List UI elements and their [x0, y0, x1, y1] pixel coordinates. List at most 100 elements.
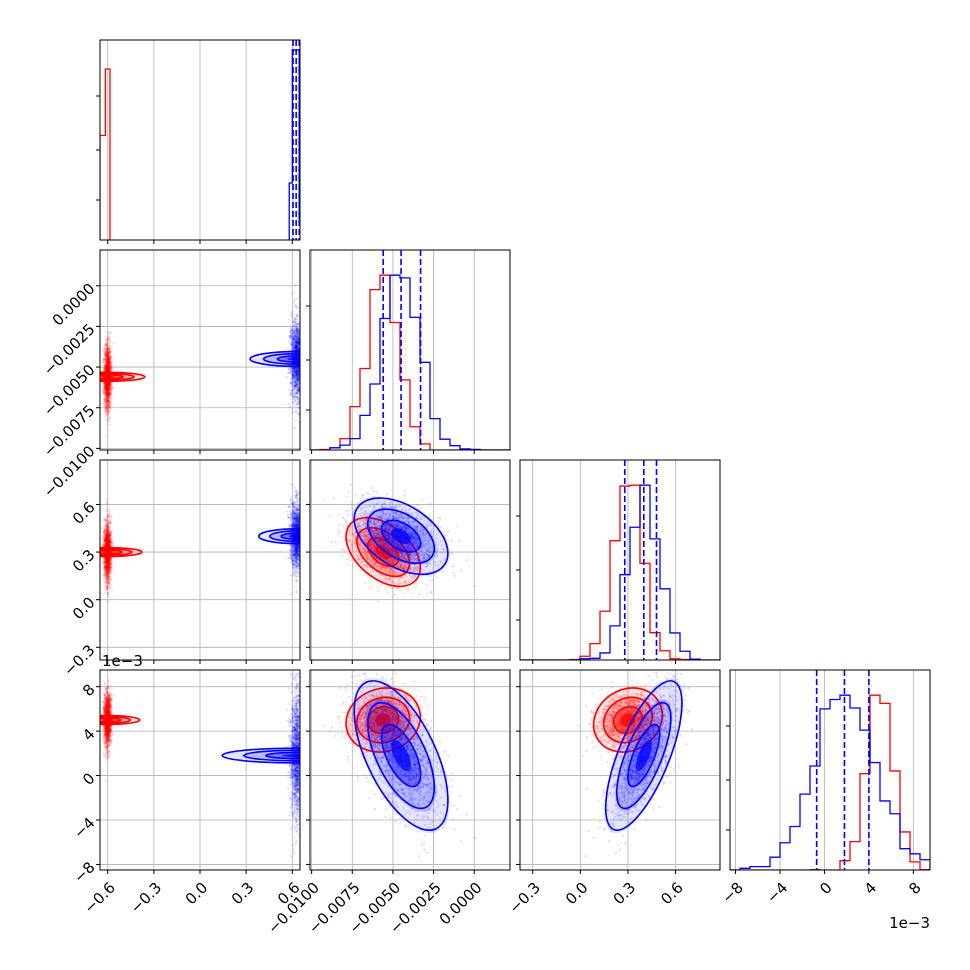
- data-point: [297, 390, 300, 393]
- data-point: [103, 537, 107, 540]
- data-point: [296, 345, 300, 349]
- data-point: [107, 543, 110, 546]
- data-point: [106, 392, 109, 396]
- data-point: [103, 591, 107, 595]
- data-point: [104, 538, 107, 541]
- data-point: [107, 575, 111, 578]
- scatter-panel: [100, 483, 303, 603]
- data-point: [106, 344, 110, 347]
- data-point: [102, 404, 106, 408]
- data-point: [293, 380, 296, 383]
- data-point: [296, 380, 300, 383]
- data-point: [109, 341, 112, 344]
- data-point: [290, 333, 293, 336]
- data-point: [294, 341, 298, 344]
- data-point: [294, 341, 297, 344]
- data-point: [297, 332, 300, 335]
- data-point: [106, 389, 109, 392]
- data-point: [293, 344, 296, 347]
- data-point: [108, 388, 112, 391]
- data-point: [295, 402, 299, 406]
- data-point: [106, 364, 109, 367]
- data-point: [296, 377, 300, 380]
- data-point: [291, 394, 294, 398]
- data-point: [297, 343, 300, 347]
- data-point: [107, 358, 110, 362]
- data-point: [294, 372, 298, 375]
- data-point: [106, 384, 110, 387]
- data-point: [107, 364, 111, 367]
- data-point: [106, 399, 109, 403]
- data-point: [295, 391, 299, 395]
- data-point: [104, 384, 107, 387]
- data-point: [105, 354, 108, 357]
- data-point: [290, 380, 293, 383]
- data-point: [105, 400, 108, 403]
- data-point: [106, 358, 109, 361]
- data-point: [105, 351, 108, 354]
- data-point: [106, 381, 110, 385]
- data-point: [105, 404, 109, 407]
- data-point: [301, 366, 303, 368]
- data-point: [105, 516, 108, 520]
- data-point: [105, 366, 108, 369]
- data-point: [106, 402, 110, 405]
- data-point: [294, 384, 297, 387]
- data-point: [108, 357, 112, 360]
- data-point: [290, 329, 294, 332]
- data-point: [107, 364, 110, 367]
- data-point: [107, 383, 110, 387]
- data-point: [302, 365, 304, 367]
- data-point: [107, 368, 111, 371]
- data-point: [103, 387, 107, 390]
- data-point: [109, 366, 113, 370]
- data-point: [300, 346, 302, 348]
- data-point: [297, 330, 300, 333]
- data-point: [104, 524, 107, 528]
- data-point: [105, 382, 108, 385]
- data-point: [295, 378, 299, 382]
- data-point: [292, 331, 296, 334]
- data-point: [103, 559, 106, 563]
- data-point: [105, 382, 109, 385]
- data-point: [301, 562, 303, 564]
- data-point: [107, 353, 111, 356]
- data-point: [296, 341, 300, 345]
- data-point: [293, 387, 297, 390]
- data-point: [289, 377, 292, 380]
- data-point: [103, 409, 107, 412]
- data-point: [105, 369, 109, 372]
- data-point: [288, 371, 292, 374]
- data-point: [294, 328, 297, 332]
- data-point: [301, 307, 303, 309]
- data-point: [106, 364, 110, 367]
- data-point: [288, 334, 291, 337]
- data-point: [106, 566, 109, 569]
- data-point: [107, 397, 110, 400]
- data-point: [109, 517, 112, 521]
- data-point: [108, 538, 111, 541]
- data-point: [296, 375, 299, 378]
- data-point: [103, 385, 106, 388]
- data-point: [297, 343, 300, 346]
- data-point: [297, 347, 300, 350]
- data-point: [106, 518, 110, 522]
- data-point: [105, 397, 109, 400]
- data-point: [294, 381, 297, 384]
- data-point: [103, 387, 107, 391]
- data-point: [108, 565, 111, 569]
- data-point: [292, 372, 295, 375]
- data-point: [108, 382, 111, 385]
- data-point: [292, 325, 295, 328]
- data-point: [107, 382, 111, 385]
- data-point: [291, 342, 294, 345]
- data-point: [108, 533, 111, 536]
- data-point: [104, 397, 107, 400]
- data-point: [104, 382, 108, 386]
- data-point: [105, 384, 109, 387]
- data-point: [300, 358, 302, 360]
- data-point: [289, 371, 292, 375]
- data-point: [296, 343, 300, 347]
- data-point: [105, 343, 108, 346]
- data-point: [107, 409, 110, 412]
